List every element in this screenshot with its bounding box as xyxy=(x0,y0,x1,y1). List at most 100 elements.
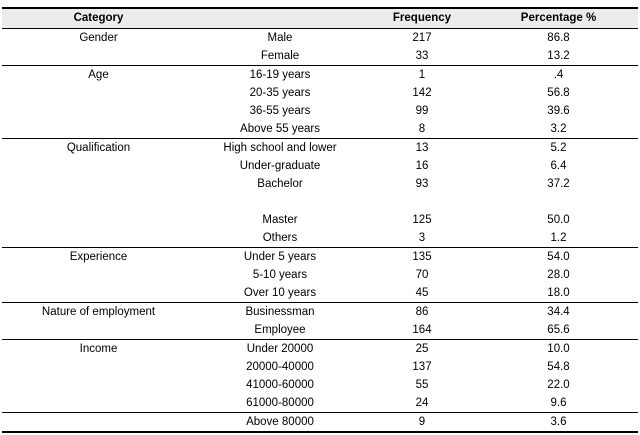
subcategory-cell: Businessman xyxy=(245,306,315,318)
frequency-cell: 93 xyxy=(415,178,429,190)
percentage-cell: 1.2 xyxy=(550,232,567,244)
table-row: 61000-80000 24 9.6 xyxy=(2,394,638,413)
frequency-cell: 55 xyxy=(415,379,429,391)
category-cell: Experience xyxy=(69,251,128,263)
percentage-cell: .4 xyxy=(553,69,564,81)
percentage-cell: 50.0 xyxy=(547,214,570,226)
frequency-cell: 16 xyxy=(415,160,429,172)
percentage-cell: 54.8 xyxy=(547,361,570,373)
header-row: Category Frequency Percentage % xyxy=(2,8,638,29)
subcategory-cell: Female xyxy=(260,50,300,62)
percentage-cell: 34.4 xyxy=(547,306,570,318)
category-cell xyxy=(2,413,195,433)
subcategory-cell: 36-55 years xyxy=(249,105,311,117)
column-header-category: Category xyxy=(2,8,195,29)
subcategory-cell: Above 80000 xyxy=(246,416,314,428)
subcategory-cell: Under 5 years xyxy=(243,251,317,263)
table-row: Experience Under 5 years 135 54.0 xyxy=(2,248,638,267)
table-row: Bachelor 93 37.2 xyxy=(2,175,638,193)
table-section: Above 80000 9 3.6 xyxy=(2,412,638,433)
table-row: 20-35 years 142 56.8 xyxy=(2,84,638,102)
frequency-cell: 8 xyxy=(418,123,426,135)
subcategory-cell: 16-19 years xyxy=(249,69,311,81)
percentage-cell: 65.6 xyxy=(547,324,570,336)
table-section: Qualification High school and lower 13 5.2 U… xyxy=(2,138,638,248)
frequency-cell: 217 xyxy=(412,32,432,44)
table-row: Master 125 50.0 xyxy=(2,211,638,229)
frequency-cell: 70 xyxy=(415,269,429,281)
subcategory-cell: Under 20000 xyxy=(246,343,314,355)
frequency-cell: 137 xyxy=(412,361,432,373)
frequency-cell: 86 xyxy=(415,306,429,318)
percentage-cell: 37.2 xyxy=(547,178,570,190)
table-header: Category Frequency Percentage % xyxy=(2,8,638,29)
category-cell: Age xyxy=(88,69,109,81)
table-section: Experience Under 5 years 135 54.0 5-10 years… xyxy=(2,247,638,303)
subcategory-cell: Above 55 years xyxy=(240,123,320,135)
percentage-cell: 5.2 xyxy=(550,142,567,154)
table-section: Gender Male 217 86.8 Female 33 13.2 xyxy=(2,29,638,66)
frequency-cell xyxy=(365,193,479,211)
frequency-cell: 45 xyxy=(415,287,429,299)
column-header-percentage: Percentage % xyxy=(479,8,638,29)
table-row: Gender Male 217 86.8 xyxy=(2,29,638,48)
category-cell: Gender xyxy=(79,32,118,44)
subcategory-cell: High school and lower xyxy=(223,142,337,154)
category-cell: Qualification xyxy=(66,142,131,154)
subcategory-cell: Employee xyxy=(254,324,306,336)
table-row: Nature of employment Businessman 86 34.4 xyxy=(2,303,638,322)
table-section: Nature of employment Businessman 86 34.4 Emp… xyxy=(2,302,638,340)
subcategory-cell: Others xyxy=(262,232,298,244)
frequency-cell: 9 xyxy=(418,416,426,428)
frequency-cell: 13 xyxy=(415,142,429,154)
table-row: Above 55 years 8 3.2 xyxy=(2,120,638,139)
table-row: 5-10 years 70 28.0 xyxy=(2,266,638,284)
percentage-cell: 13.2 xyxy=(547,50,570,62)
table-row: Others 3 1.2 xyxy=(2,229,638,248)
percentage-cell: 56.8 xyxy=(547,87,570,99)
frequency-cell: 99 xyxy=(415,105,429,117)
percentage-cell: 86.8 xyxy=(547,32,570,44)
frequency-cell: 142 xyxy=(412,87,432,99)
subcategory-cell: 20000-40000 xyxy=(246,361,314,373)
table-row: 41000-60000 55 22.0 xyxy=(2,376,638,394)
demographics-table: Category Frequency Percentage % Gender Ma… xyxy=(2,7,638,433)
frequency-cell: 25 xyxy=(415,343,429,355)
subcategory-cell xyxy=(195,193,365,211)
table-row: 36-55 years 99 39.6 xyxy=(2,102,638,120)
frequency-cell: 125 xyxy=(412,214,432,226)
subcategory-cell: 20-35 years xyxy=(249,87,311,99)
percentage-cell: 10.0 xyxy=(547,343,570,355)
subcategory-cell: 41000-60000 xyxy=(246,379,314,391)
table-row: Age 16-19 years 1 .4 xyxy=(2,66,638,85)
percentage-cell: 18.0 xyxy=(547,287,570,299)
table-section: Age 16-19 years 1 .4 20-35 years 142 56.8 36-55… xyxy=(2,65,638,139)
percentage-cell xyxy=(479,193,638,211)
category-cell: Nature of employment xyxy=(41,306,156,318)
percentage-cell: 3.2 xyxy=(550,123,567,135)
percentage-cell: 6.4 xyxy=(550,160,567,172)
frequency-cell: 24 xyxy=(415,397,429,409)
table-row: Female 33 13.2 xyxy=(2,47,638,66)
frequency-cell: 164 xyxy=(412,324,432,336)
subcategory-cell: Under-graduate xyxy=(239,160,321,172)
table-section: Income Under 20000 25 10.0 20000-40000 137 54.… xyxy=(2,339,638,413)
table-row: Income Under 20000 25 10.0 xyxy=(2,340,638,359)
table-row: Over 10 years 45 18.0 xyxy=(2,284,638,303)
percentage-cell: 3.6 xyxy=(550,416,567,428)
percentage-cell: 22.0 xyxy=(547,379,570,391)
table-row: Employee 164 65.6 xyxy=(2,321,638,340)
frequency-cell: 3 xyxy=(418,232,426,244)
subcategory-cell: Over 10 years xyxy=(243,287,317,299)
table-row: 20000-40000 137 54.8 xyxy=(2,358,638,376)
percentage-cell: 28.0 xyxy=(547,269,570,281)
category-cell: Income xyxy=(79,343,118,355)
percentage-cell: 54.0 xyxy=(547,251,570,263)
subcategory-cell: Bachelor xyxy=(257,178,303,190)
subcategory-cell: Male xyxy=(267,32,293,44)
subcategory-cell: 61000-80000 xyxy=(246,397,314,409)
subcategory-cell: 5-10 years xyxy=(252,269,308,281)
table-row: Qualification High school and lower 13 5.2 xyxy=(2,139,638,158)
frequency-cell: 33 xyxy=(415,50,429,62)
frequency-cell: 1 xyxy=(418,69,426,81)
